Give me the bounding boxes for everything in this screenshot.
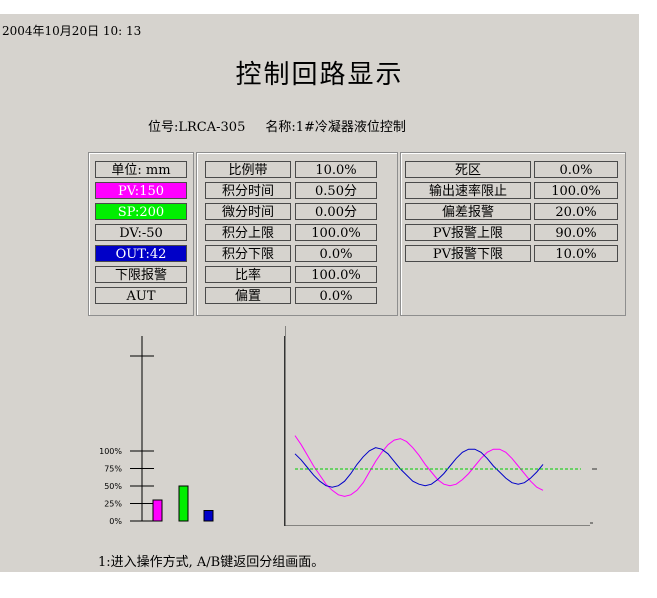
name-label: 名称:	[265, 120, 296, 135]
tuning-value[interactable]: 0.50分	[295, 182, 377, 199]
tuning-panel: 比例带 10.0% 积分时间 0.50分 微分时间 0.00分 积分上限 100…	[196, 152, 398, 316]
tuning-value[interactable]: 0.0%	[295, 245, 377, 262]
bar-out	[203, 510, 214, 522]
trend-chart	[285, 326, 597, 526]
pv-value-cell: PV:150	[95, 182, 187, 199]
trend-pv-line	[294, 435, 544, 497]
tuning-label: 比例带	[205, 161, 291, 178]
tuning-label: 微分时间	[205, 203, 291, 220]
tuning-label: 积分上限	[205, 224, 291, 241]
bar-chart: 0% 25% 50% 75% 100%	[99, 336, 214, 526]
loop-info-line: 位号:LRCA-305 名称:1#冷凝器液位控制	[148, 116, 406, 135]
tuning-label: 比率	[205, 266, 291, 283]
mode-cell[interactable]: AUT	[95, 287, 187, 304]
dv-value-cell: DV:-50	[95, 224, 187, 241]
tuning-value[interactable]: 0.00分	[295, 203, 377, 220]
tag-label: 位号:	[148, 120, 179, 135]
unit-cell: 单位: mm	[95, 161, 187, 178]
alarm-panel: 死区 0.0% 输出速率限止 100.0% 偏差报警 20.0% PV报警上限 …	[400, 152, 626, 316]
sp-value-cell[interactable]: SP:200	[95, 203, 187, 220]
control-loop-screen: 2004年10月20日 10: 13 控制回路显示 位号:LRCA-305 名称:…	[0, 14, 639, 572]
alarm-value[interactable]: 20.0%	[534, 203, 618, 220]
tuning-value[interactable]: 100.0%	[295, 266, 377, 283]
bar-y-tick-label: 0%	[109, 517, 122, 526]
bar-sp	[178, 485, 189, 522]
tuning-label: 偏置	[205, 287, 291, 304]
tuning-value[interactable]: 10.0%	[295, 161, 377, 178]
tuning-value[interactable]: 0.0%	[295, 287, 377, 304]
status-panel: 单位: mm PV:150 SP:200 DV:-50 OUT:42 下限报警 …	[88, 152, 194, 316]
alarm-value[interactable]: 90.0%	[534, 224, 618, 241]
alarm-value[interactable]: 100.0%	[534, 182, 618, 199]
alarm-label: PV报警上限	[405, 224, 531, 241]
alarm-label: 偏差报警	[405, 203, 531, 220]
help-text: 1:进入操作方式, A/B键返回分组画面。	[98, 555, 325, 570]
bar-y-tick-label: 100%	[99, 447, 122, 456]
alarm-label: 死区	[405, 161, 531, 178]
tag-value: LRCA-305	[178, 120, 246, 135]
name-value: 1#冷凝器液位控制	[295, 120, 406, 135]
bar-y-tick-label: 75%	[104, 465, 122, 474]
trend-out-line	[294, 447, 544, 488]
alarm-value[interactable]: 0.0%	[534, 161, 618, 178]
alarm-label: 输出速率限止	[405, 182, 531, 199]
bar-y-tick-label: 50%	[104, 482, 122, 491]
alarm-status-cell: 下限报警	[95, 266, 187, 283]
tuning-label: 积分时间	[205, 182, 291, 199]
bar-pv	[152, 499, 163, 522]
alarm-label: PV报警下限	[405, 245, 531, 262]
bar-y-tick-label: 25%	[104, 500, 122, 509]
alarm-value[interactable]: 10.0%	[534, 245, 618, 262]
tuning-value[interactable]: 100.0%	[295, 224, 377, 241]
tuning-label: 积分下限	[205, 245, 291, 262]
out-value-cell[interactable]: OUT:42	[95, 245, 187, 262]
datetime-display: 2004年10月20日 10: 13	[2, 24, 142, 38]
page-title: 控制回路显示	[235, 60, 404, 90]
